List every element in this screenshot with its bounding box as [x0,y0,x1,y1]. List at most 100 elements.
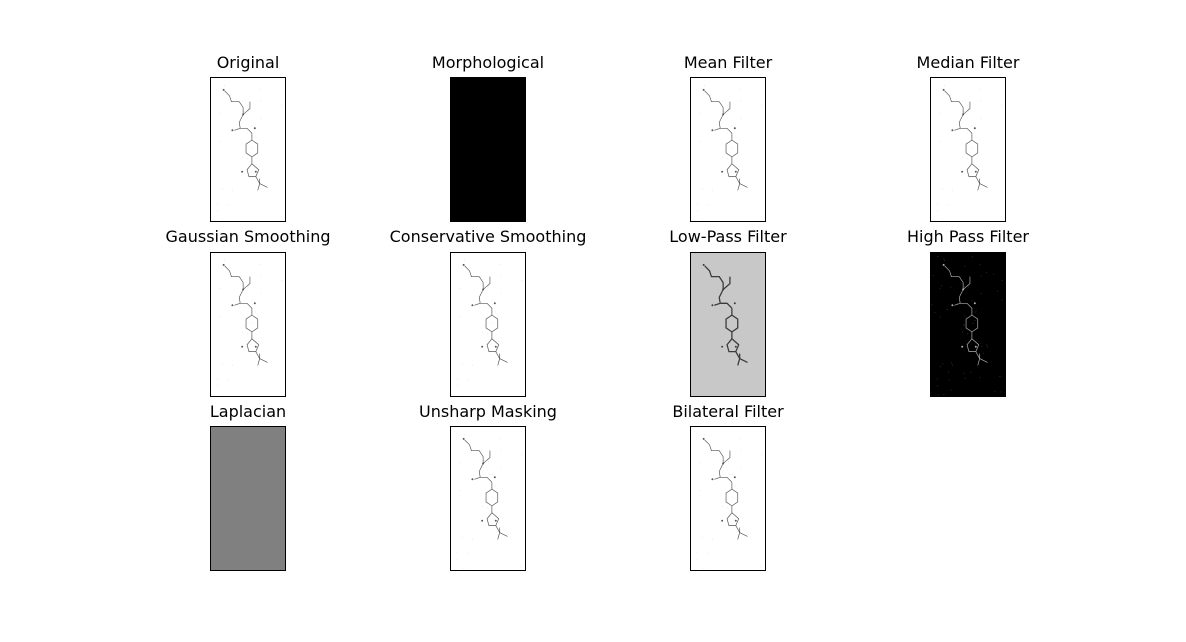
panel-image-laplacian [210,426,286,571]
noise-speck [980,118,982,119]
noise-speck [722,156,723,158]
thumbnail-image [931,78,1005,221]
bond-line [954,127,961,131]
bond-line [259,358,268,363]
image-background [931,253,1005,396]
panel-title-low-pass-filter: Low-Pass Filter [669,227,787,246]
noise-speck [703,567,705,569]
bond-line [486,338,500,352]
noise-speck [462,363,464,365]
noise-speck [495,484,497,486]
noise-speck [260,118,262,119]
noise-speck [712,538,713,540]
atom-mark [722,113,725,116]
bond-line [499,358,508,363]
molecule-drawing [702,88,748,191]
noise-speck [962,331,963,333]
noise-speck [459,461,461,463]
noise-speck [499,437,501,439]
panel-title-mean-filter: Mean Filter [683,53,773,72]
panel-title-unsharp-masking: Unsharp Masking [419,402,557,421]
atom-mark [942,88,945,91]
noise-speck [963,150,965,152]
bond-line [245,139,259,158]
noise-speck [242,156,243,158]
bond-line [725,488,739,507]
noise-speck [252,322,254,324]
atom-mark [493,302,496,305]
noise-speck [1000,216,1002,218]
noise-speck [974,136,976,138]
noise-speck [941,285,942,286]
noise-speck [735,135,737,137]
noise-speck [934,311,936,313]
atom-mark [722,288,725,291]
panel-image-unsharp-masking [450,426,526,571]
noise-speck [456,552,458,554]
noise-speck [219,287,221,289]
noise-speck [228,204,230,206]
noise-speck [983,352,985,354]
noise-speck [950,286,952,288]
panel-title-original: Original [216,53,280,72]
noise-speck [971,256,973,258]
image-background [691,253,765,396]
noise-speck [944,85,945,86]
molecule-drawing [702,263,748,366]
bond-line [714,476,721,480]
bond-line [979,358,988,363]
atom-mark [481,519,484,522]
noise-speck [980,275,982,277]
noise-speck [703,218,705,220]
bond-line [224,265,244,290]
bond-line [962,101,971,115]
panel-image-median-filter [930,77,1006,222]
bond-line [726,163,740,177]
noise-speck [964,111,965,113]
noise-speck [993,273,995,275]
noise-speck [952,189,953,191]
atom-mark [962,113,965,116]
noise-speck [965,111,967,113]
noise-speck [704,85,705,86]
noise-speck [254,311,256,313]
bond-line [718,114,724,129]
bond-line [485,488,499,507]
noise-speck [979,377,981,379]
atom-mark [951,129,954,132]
noise-speck [716,128,718,129]
bond-line [478,463,484,478]
noise-speck [723,499,725,501]
atom-mark [973,127,976,130]
noise-speck [761,105,763,106]
panel-title-median-filter: Median Filter [916,53,1020,72]
atom-mark [462,437,465,440]
noise-speck [219,112,221,114]
noise-speck [494,485,496,487]
noise-speck [931,304,933,306]
noise-speck [485,460,487,462]
noise-speck [219,316,221,318]
atom-mark [721,345,724,348]
noise-speck [739,88,741,90]
atom-mark [222,88,225,91]
noise-speck [476,303,478,304]
noise-speck [223,218,225,220]
thumbnail-image [451,427,525,570]
noise-speck [260,100,262,102]
noise-speck [487,333,489,334]
noise-speck [1001,299,1003,301]
bond-line [954,302,961,306]
noise-speck [494,311,496,313]
noise-speck [932,275,934,276]
noise-speck [999,376,1001,377]
noise-speck [1000,391,1002,393]
noise-speck [937,255,938,257]
molecule-drawing [942,263,988,366]
noise-speck [963,325,965,327]
noise-speck [1001,280,1003,281]
noise-speck [500,449,502,451]
noise-speck [456,378,458,380]
atom-mark [711,304,714,307]
image-background [211,427,285,570]
